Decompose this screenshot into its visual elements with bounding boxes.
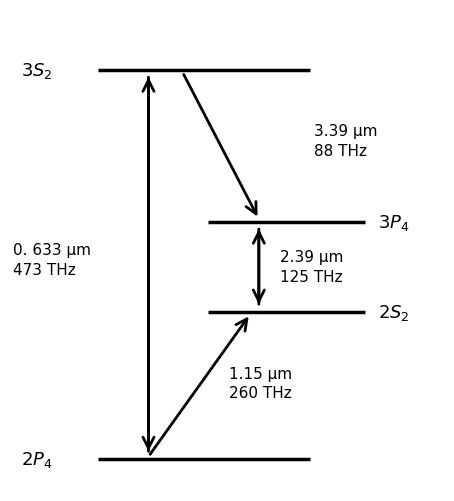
Text: 2.39 μm
125 THz: 2.39 μm 125 THz	[280, 249, 343, 285]
Text: 0. 633 μm
473 THz: 0. 633 μm 473 THz	[13, 242, 91, 278]
Text: $2P_4$: $2P_4$	[21, 449, 53, 469]
Text: 3.39 μm
88 THz: 3.39 μm 88 THz	[314, 124, 378, 159]
Text: $3P_4$: $3P_4$	[378, 212, 409, 232]
Text: 1.15 μm
260 THz: 1.15 μm 260 THz	[229, 366, 292, 400]
Text: $2S_2$: $2S_2$	[378, 302, 410, 322]
Text: $3S_2$: $3S_2$	[21, 61, 53, 81]
